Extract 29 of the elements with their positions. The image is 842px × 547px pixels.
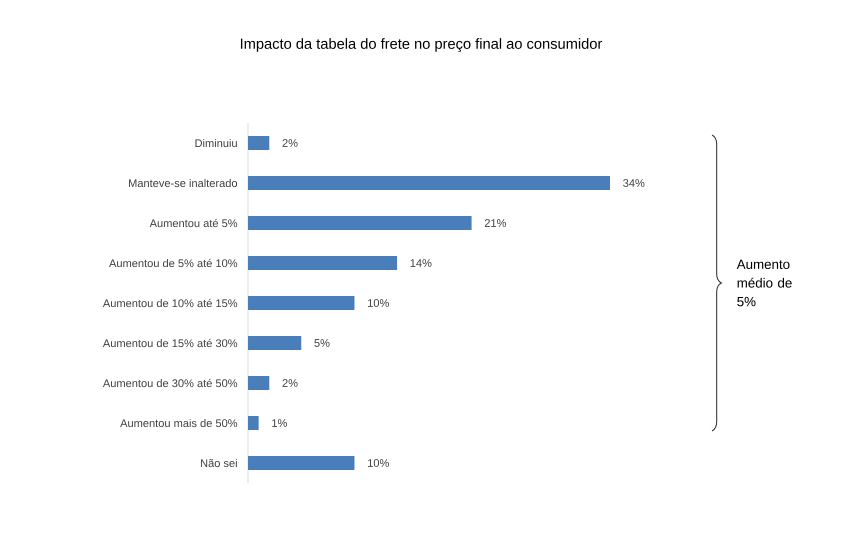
data-label: 34% <box>623 179 644 187</box>
data-label: 5% <box>314 339 330 347</box>
y-tick-label: Aumentou mais de 50% <box>120 418 238 428</box>
y-tick-label: Manteve-se inalterado <box>129 178 238 188</box>
data-label: 10% <box>368 459 389 467</box>
bar <box>248 456 354 470</box>
bar <box>248 256 398 270</box>
data-label: 1% <box>272 419 287 427</box>
y-tick-label: Aumentou de 15% até 30% <box>102 338 238 348</box>
bar <box>248 336 302 350</box>
bar <box>248 216 472 230</box>
data-label: 14% <box>410 259 432 267</box>
bar <box>248 296 354 310</box>
chart-title: Impacto da tabela do frete no preço final ao consumidor <box>240 38 602 52</box>
y-tick-label: Diminuiu <box>195 138 237 148</box>
bar <box>248 416 259 430</box>
data-label: 2% <box>282 379 298 387</box>
y-tick-label: Aumentou até 5% <box>150 218 238 228</box>
data-label: 2% <box>282 139 298 147</box>
bar <box>248 136 270 150</box>
bar <box>248 376 270 390</box>
data-label: 10% <box>368 299 389 307</box>
bar <box>248 176 610 190</box>
data-label: 21% <box>484 219 506 227</box>
text: Aumento médio de 5% <box>736 260 792 306</box>
y-tick-label: Aumentou de 10% até 15% <box>102 298 238 308</box>
y-tick-label: Aumentou de 30% até 50% <box>102 378 238 388</box>
y-tick-label: Aumentou de 5% até 10% <box>109 258 238 268</box>
y-tick-label: Não sei <box>200 458 237 468</box>
